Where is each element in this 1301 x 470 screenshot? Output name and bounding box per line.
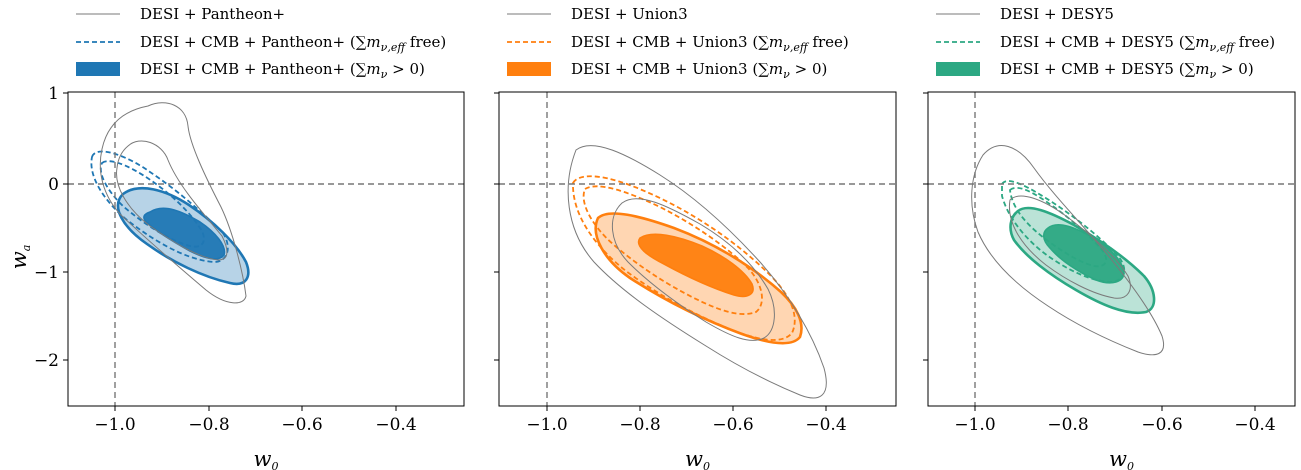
legend: DESI + DESY5 DESI + CMB + DESY5 (∑mν,eff …	[936, 5, 1275, 81]
x-tick-label: −0.4	[375, 415, 416, 435]
legend-label: DESI + Union3	[571, 5, 688, 23]
contour-gray-inner	[611, 198, 775, 341]
contour-dashed-inner	[582, 185, 763, 315]
x-tick-label: −1.0	[526, 415, 567, 435]
x-tick-label: −0.4	[1234, 415, 1275, 435]
legend-swatch-filled	[936, 62, 980, 76]
x-tick-label: −0.6	[712, 415, 753, 435]
legend-label: DESI + CMB + Union3 (∑mν > 0)	[571, 60, 827, 81]
chart-panel-1: −1.0 −0.8 −0.6 −0.4 1 0 −1 −2 w0 wa DESI + Pantheo…	[7, 5, 465, 470]
y-tick-label: 1	[48, 84, 59, 104]
contour-filled-inner	[637, 233, 754, 298]
contour-gray-outer	[99, 102, 247, 304]
legend-swatch-filled	[507, 62, 551, 76]
legend-swatch-filled	[76, 62, 120, 76]
plot-frame	[498, 91, 897, 407]
x-tick-label: −0.8	[188, 415, 229, 435]
x-tick-label: −1.0	[954, 415, 995, 435]
y-tick-label: 0	[48, 175, 59, 195]
legend-label: DESI + Pantheon+	[140, 5, 285, 23]
x-tick-label: −0.6	[1141, 415, 1182, 435]
plot-background	[68, 92, 464, 406]
contour-gray-inner	[1008, 195, 1131, 299]
contour-gray-outer	[971, 145, 1164, 356]
contour-gray-inner	[116, 140, 228, 261]
x-axis-label: w0	[1109, 447, 1134, 470]
contour-dashed-inner	[99, 160, 205, 248]
chart-panel-3: −1.0 −0.8 −0.6 −0.4 w0 DESI + DESY5 DESI + CMB…	[923, 5, 1296, 470]
plot-frame	[67, 91, 465, 407]
y-tick-label: −2	[34, 351, 59, 371]
x-tick-label: −0.8	[619, 415, 660, 435]
legend-label: DESI + CMB + Union3 (∑mν,eff free)	[571, 33, 849, 54]
legend-label: DESI + DESY5	[1000, 5, 1114, 23]
legend: DESI + Union3 DESI + CMB + Union3 (∑mν,ef…	[507, 5, 849, 81]
x-axis-label: w0	[685, 447, 710, 470]
x-tick-label: −1.0	[94, 415, 135, 435]
legend: DESI + Pantheon+ DESI + CMB + Pantheon+ (…	[76, 5, 446, 81]
x-tick-label: −0.8	[1047, 415, 1088, 435]
legend-label: DESI + CMB + DESY5 (∑mν > 0)	[1000, 60, 1254, 81]
contour-gray-outer	[567, 145, 827, 399]
plot-frame	[927, 91, 1296, 407]
x-axis-label: w0	[254, 447, 279, 470]
chart-panel-2: −1.0 −0.8 −0.6 −0.4 w0 DESI + Union3 DESI + CM…	[494, 5, 897, 470]
legend-label: DESI + CMB + Pantheon+ (∑mν > 0)	[140, 60, 425, 81]
y-tick-label: −1	[34, 263, 59, 283]
x-tick-label: −0.6	[281, 415, 322, 435]
legend-label: DESI + CMB + DESY5 (∑mν,eff free)	[1000, 33, 1275, 54]
legend-label: DESI + CMB + Pantheon+ (∑mν,eff free)	[140, 33, 446, 54]
x-tick-label: −0.4	[805, 415, 846, 435]
y-axis-label: wa	[7, 245, 33, 270]
contour-dashed-inner	[1009, 186, 1108, 268]
